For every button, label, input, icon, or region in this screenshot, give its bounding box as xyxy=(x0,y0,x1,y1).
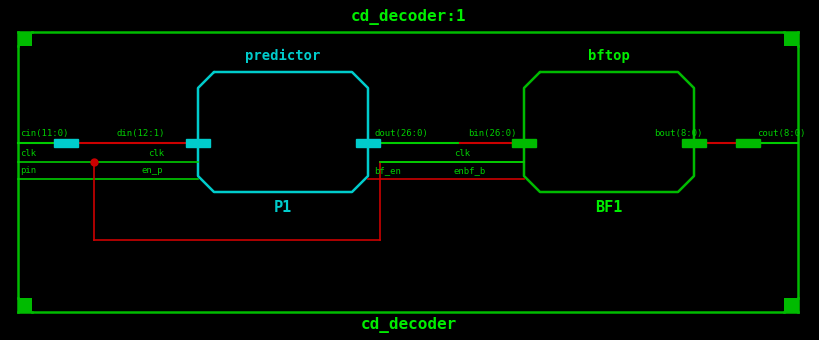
Bar xyxy=(681,139,705,147)
Text: bftop: bftop xyxy=(587,49,629,63)
Text: enbf_b: enbf_b xyxy=(454,166,486,175)
Text: clk: clk xyxy=(20,149,36,158)
Bar xyxy=(18,298,32,312)
Bar xyxy=(54,139,78,147)
Text: BF1: BF1 xyxy=(595,201,622,216)
Text: clk: clk xyxy=(454,149,469,158)
Bar xyxy=(783,298,797,312)
Text: pin: pin xyxy=(20,166,36,175)
Text: cout(8:0): cout(8:0) xyxy=(756,129,804,138)
Bar xyxy=(735,139,759,147)
Bar xyxy=(511,139,536,147)
Text: clk: clk xyxy=(147,149,164,158)
Text: bin(26:0): bin(26:0) xyxy=(468,129,516,138)
Text: en_p: en_p xyxy=(142,166,163,175)
Text: cd_decoder: cd_decoder xyxy=(360,317,456,333)
Text: bout(8:0): bout(8:0) xyxy=(654,129,702,138)
Bar xyxy=(355,139,379,147)
Text: P1: P1 xyxy=(274,201,292,216)
Text: predictor: predictor xyxy=(245,49,320,63)
Text: cd_decoder:1: cd_decoder:1 xyxy=(351,9,466,25)
Text: cin(11:0): cin(11:0) xyxy=(20,129,68,138)
Text: dout(26:0): dout(26:0) xyxy=(374,129,428,138)
Text: bf_en: bf_en xyxy=(373,166,400,175)
Text: din(12:1): din(12:1) xyxy=(117,129,165,138)
Bar xyxy=(783,32,797,46)
Bar xyxy=(186,139,210,147)
Bar xyxy=(18,32,32,46)
